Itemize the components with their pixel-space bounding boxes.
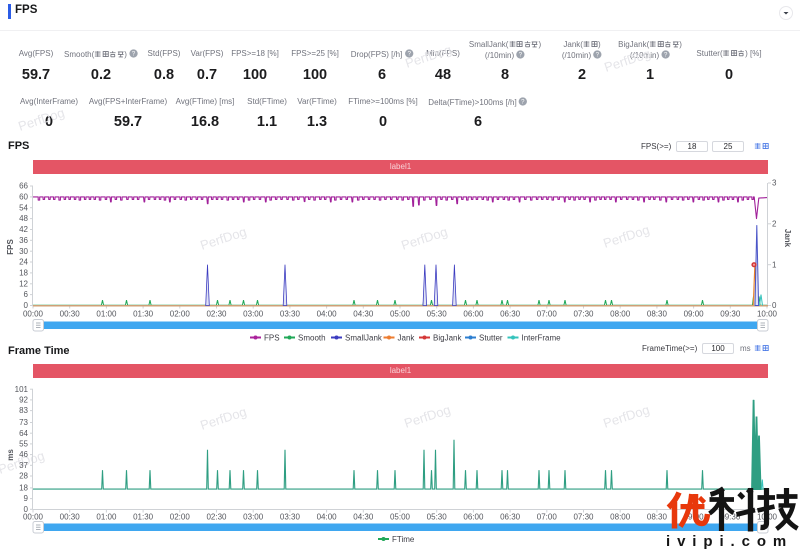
svg-text:SmallJank: SmallJank (345, 334, 383, 343)
svg-text:ivipi.com: ivipi.com (666, 533, 793, 550)
svg-text:02:00: 02:00 (170, 310, 191, 319)
svg-text:42: 42 (19, 225, 28, 234)
svg-text:08:30: 08:30 (647, 310, 668, 319)
svg-text:08:30: 08:30 (647, 513, 668, 522)
svg-text:?: ? (521, 99, 525, 106)
svg-text:06:00: 06:00 (463, 310, 484, 319)
svg-text:PerfDog: PerfDog (402, 402, 452, 431)
svg-text:?: ? (519, 52, 523, 59)
svg-text:0: 0 (24, 301, 29, 310)
svg-text:05:00: 05:00 (390, 310, 411, 319)
svg-text:03:30: 03:30 (280, 513, 301, 522)
svg-text:09:00: 09:00 (684, 310, 705, 319)
svg-text:101: 101 (15, 385, 29, 394)
svg-text:FPS: FPS (264, 334, 280, 343)
svg-text:04:30: 04:30 (353, 513, 374, 522)
svg-text:66: 66 (19, 182, 28, 191)
svg-text:18: 18 (19, 269, 28, 278)
svg-text:08:00: 08:00 (610, 310, 631, 319)
svg-text:03:00: 03:00 (243, 310, 264, 319)
svg-text:PerfDog: PerfDog (601, 402, 651, 431)
svg-text:12: 12 (19, 279, 28, 288)
svg-text:04:00: 04:00 (317, 310, 338, 319)
svg-text:28: 28 (19, 472, 28, 481)
svg-text:73: 73 (19, 418, 28, 427)
svg-text:24: 24 (19, 258, 28, 267)
svg-text:09:30: 09:30 (720, 310, 741, 319)
svg-text:07:30: 07:30 (573, 310, 594, 319)
svg-text:01:00: 01:00 (96, 513, 117, 522)
svg-text:92: 92 (19, 396, 28, 405)
svg-text:06:30: 06:30 (500, 310, 521, 319)
svg-text:FPS: FPS (6, 239, 15, 255)
svg-text:07:00: 07:00 (537, 513, 558, 522)
svg-text:05:00: 05:00 (390, 513, 411, 522)
svg-text:64: 64 (19, 429, 28, 438)
svg-text:02:30: 02:30 (206, 310, 227, 319)
svg-text:3: 3 (772, 179, 777, 188)
svg-text:03:00: 03:00 (243, 513, 264, 522)
svg-text:ms: ms (6, 449, 15, 461)
svg-text:09:30: 09:30 (720, 513, 741, 522)
svg-text:PerfDog: PerfDog (601, 222, 651, 251)
svg-text:0: 0 (24, 505, 29, 514)
svg-text:PerfDog: PerfDog (399, 224, 449, 253)
svg-text:00:00: 00:00 (23, 513, 44, 522)
svg-text:37: 37 (19, 461, 28, 470)
svg-text:07:00: 07:00 (537, 310, 558, 319)
svg-text:Jank: Jank (783, 229, 792, 248)
svg-text:?: ? (132, 51, 136, 58)
svg-text:08:00: 08:00 (610, 513, 631, 522)
svg-text:06:30: 06:30 (500, 513, 521, 522)
svg-text:18: 18 (19, 484, 28, 493)
svg-text:PerfDog: PerfDog (602, 46, 652, 75)
svg-text:10:00: 10:00 (757, 310, 778, 319)
svg-text:PerfDog: PerfDog (403, 42, 453, 71)
svg-text:30: 30 (19, 247, 28, 256)
svg-text:0: 0 (772, 301, 777, 310)
svg-text:07:30: 07:30 (573, 513, 594, 522)
svg-text:PerfDog: PerfDog (198, 224, 248, 253)
svg-text:?: ? (596, 52, 600, 59)
svg-text:BigJank: BigJank (433, 334, 462, 343)
svg-text:48: 48 (19, 214, 28, 223)
svg-text:InterFrame: InterFrame (522, 334, 562, 343)
svg-text:PerfDog: PerfDog (198, 404, 248, 433)
svg-text:6: 6 (24, 290, 29, 299)
svg-text:05:30: 05:30 (427, 513, 448, 522)
svg-text:PerfDog: PerfDog (16, 105, 66, 134)
svg-text:04:00: 04:00 (317, 513, 338, 522)
svg-text:Jank: Jank (398, 334, 416, 343)
svg-text:2: 2 (772, 219, 777, 228)
svg-text:36: 36 (19, 236, 28, 245)
svg-text:Smooth: Smooth (298, 334, 326, 343)
svg-text:03:30: 03:30 (280, 310, 301, 319)
svg-text:?: ? (407, 51, 411, 58)
svg-text:9: 9 (24, 494, 29, 503)
svg-text:06:00: 06:00 (463, 513, 484, 522)
svg-text:04:30: 04:30 (353, 310, 374, 319)
svg-text:46: 46 (19, 450, 28, 459)
svg-text:83: 83 (19, 406, 28, 415)
svg-text:02:30: 02:30 (206, 513, 227, 522)
svg-text:05:30: 05:30 (427, 310, 448, 319)
svg-text:02:00: 02:00 (170, 513, 191, 522)
svg-text:Stutter: Stutter (479, 334, 503, 343)
svg-text:?: ? (664, 52, 668, 59)
svg-text:60: 60 (19, 193, 28, 202)
svg-text:54: 54 (19, 203, 28, 212)
svg-text:55: 55 (19, 440, 28, 449)
svg-text:00:30: 00:30 (60, 310, 81, 319)
svg-text:01:00: 01:00 (96, 310, 117, 319)
svg-text:01:30: 01:30 (133, 513, 154, 522)
svg-text:1: 1 (772, 260, 777, 269)
svg-text:01:30: 01:30 (133, 310, 154, 319)
svg-text:00:30: 00:30 (60, 513, 81, 522)
svg-text:FTime: FTime (392, 535, 415, 544)
svg-text:00:00: 00:00 (23, 310, 44, 319)
